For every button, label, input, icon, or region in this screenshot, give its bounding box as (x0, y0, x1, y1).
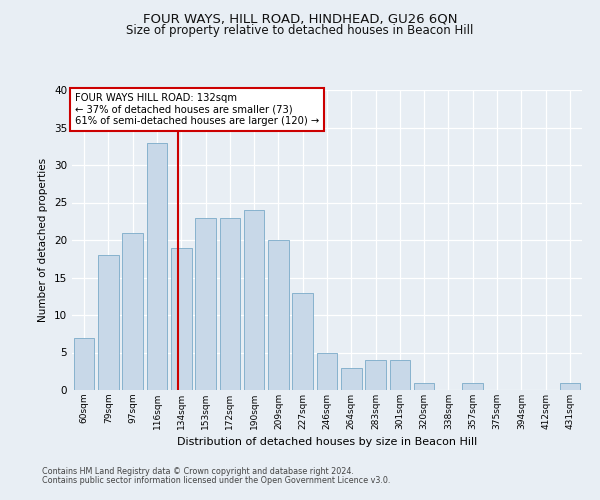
Bar (74, 338, 94, 390)
Bar (341, 368, 362, 390)
Bar (463, 382, 483, 390)
Bar (122, 232, 143, 390)
X-axis label: Distribution of detached houses by size in Beacon Hill: Distribution of detached houses by size … (177, 438, 477, 448)
Bar (220, 218, 240, 390)
Bar (365, 360, 386, 390)
Bar (414, 382, 434, 390)
Bar (195, 218, 216, 390)
Text: Size of property relative to detached houses in Beacon Hill: Size of property relative to detached ho… (127, 24, 473, 37)
Text: Contains HM Land Registry data © Crown copyright and database right 2024.: Contains HM Land Registry data © Crown c… (42, 467, 354, 476)
Y-axis label: Number of detached properties: Number of detached properties (38, 158, 49, 322)
Text: FOUR WAYS, HILL ROAD, HINDHEAD, GU26 6QN: FOUR WAYS, HILL ROAD, HINDHEAD, GU26 6QN (143, 12, 457, 26)
Bar (317, 352, 337, 390)
Text: FOUR WAYS HILL ROAD: 132sqm
← 37% of detached houses are smaller (73)
61% of sem: FOUR WAYS HILL ROAD: 132sqm ← 37% of det… (74, 93, 319, 126)
Bar (292, 292, 313, 390)
Bar (146, 142, 167, 390)
Bar (98, 255, 119, 390)
Bar (389, 360, 410, 390)
Bar (171, 248, 191, 390)
Text: Contains public sector information licensed under the Open Government Licence v3: Contains public sector information licen… (42, 476, 391, 485)
Bar (560, 382, 580, 390)
Bar (244, 210, 265, 390)
Bar (268, 240, 289, 390)
